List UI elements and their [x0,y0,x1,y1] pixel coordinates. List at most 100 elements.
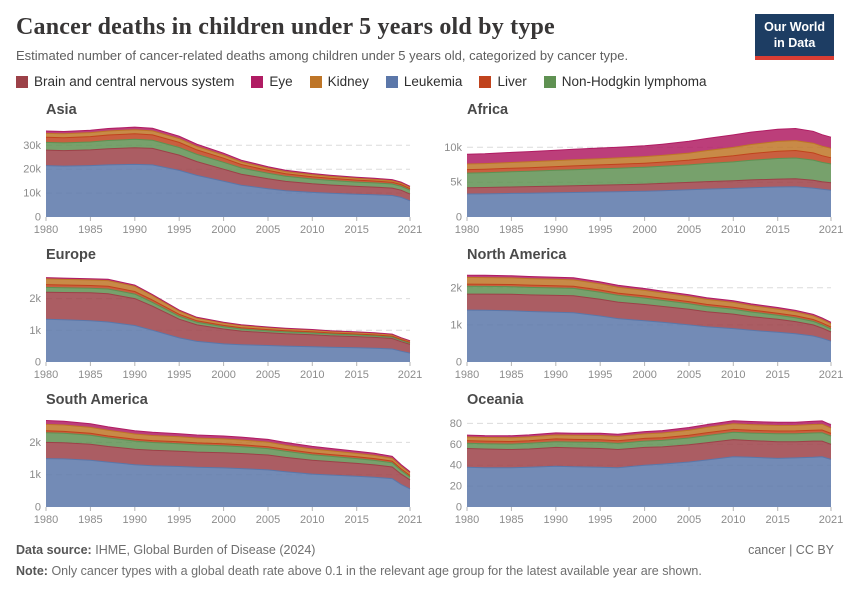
legend-item-liver: Liver [479,74,527,89]
svg-text:1980: 1980 [34,369,58,381]
svg-text:1985: 1985 [499,224,523,236]
page-subtitle: Estimated number of cancer-related death… [16,48,629,63]
legend-swatch-leukemia [385,75,398,88]
svg-text:2005: 2005 [256,369,280,381]
svg-text:1995: 1995 [588,369,612,381]
note-label: Note: [16,564,48,579]
svg-text:1985: 1985 [78,224,102,236]
svg-text:1985: 1985 [499,514,523,526]
area-chart-south-america: 1980 1985 1990 1995 2000 2005 2010 2015 2021 0 1k 2… [16,409,422,529]
panel-africa: Africa 1980 1985 1990 1995 2000 2005 2010 2015 2… [437,97,843,242]
legend-item-eye: Eye [251,74,293,89]
svg-text:1995: 1995 [167,514,191,526]
chart-title-asia: Asia [46,102,77,118]
svg-text:2000: 2000 [211,514,235,526]
owid-logo[interactable]: Our World in Data [755,14,834,61]
page-title: Cancer deaths in children under 5 years … [16,14,555,40]
svg-text:2010: 2010 [721,369,745,381]
license-text[interactable]: cancer | CC BY [748,543,834,557]
svg-text:2005: 2005 [256,224,280,236]
svg-text:2k: 2k [29,293,41,305]
legend-swatch-eye [251,75,264,88]
svg-text:2005: 2005 [256,514,280,526]
svg-text:2021: 2021 [398,514,422,526]
chart-title-europe: Europe [46,247,96,263]
svg-text:1985: 1985 [78,514,102,526]
legend: Brain and central nervous system Eye Kid… [16,74,834,89]
svg-text:2021: 2021 [819,369,843,381]
panel-north-america: North America 1980 1985 1990 1995 2000 2005 20… [437,242,843,387]
svg-text:5k: 5k [450,177,462,189]
svg-text:1990: 1990 [544,224,568,236]
svg-text:2010: 2010 [721,514,745,526]
svg-text:2021: 2021 [398,224,422,236]
svg-text:2015: 2015 [344,514,368,526]
svg-text:0: 0 [35,212,41,224]
svg-text:1995: 1995 [167,369,191,381]
svg-text:2000: 2000 [632,224,656,236]
svg-text:2005: 2005 [677,514,701,526]
svg-text:2015: 2015 [765,514,789,526]
legend-label-liver: Liver [497,74,527,89]
svg-text:1990: 1990 [123,514,147,526]
svg-text:1990: 1990 [544,514,568,526]
footer-source-row: Data source: IHME, Global Burden of Dise… [16,540,834,561]
svg-text:2015: 2015 [765,224,789,236]
svg-text:2021: 2021 [819,224,843,236]
data-source-text: IHME, Global Burden of Disease (2024) [95,543,316,557]
svg-text:20k: 20k [23,164,41,176]
svg-text:20: 20 [450,481,462,493]
svg-text:0: 0 [456,357,462,369]
legend-item-nhl: Non-Hodgkin lymphoma [543,74,707,89]
svg-text:1k: 1k [29,469,41,481]
svg-text:2000: 2000 [211,224,235,236]
svg-text:1980: 1980 [455,369,479,381]
svg-text:1k: 1k [450,319,462,331]
svg-text:0: 0 [35,502,41,514]
svg-text:60: 60 [450,439,462,451]
svg-text:1980: 1980 [455,224,479,236]
panel-south-america: South America 1980 1985 1990 1995 2000 2005 20… [16,387,422,532]
svg-text:1k: 1k [29,325,41,337]
panel-asia: Asia 1980 1985 1990 1995 2000 2005 2010 2015 202… [16,97,422,242]
svg-text:10k: 10k [23,188,41,200]
svg-text:0: 0 [456,502,462,514]
svg-text:1995: 1995 [588,224,612,236]
legend-swatch-liver [479,75,492,88]
panel-oceania: Oceania 1980 1985 1990 1995 2000 2005 2010 2015… [437,387,843,532]
owid-logo-line2: in Data [773,35,816,50]
data-source-label: Data source: [16,543,92,557]
svg-text:40: 40 [450,460,462,472]
chart-title-south-america: South America [46,392,148,408]
footer-note-row: Note: Only cancer types with a global de… [16,561,834,582]
svg-text:1980: 1980 [34,514,58,526]
svg-text:1995: 1995 [167,224,191,236]
svg-text:2000: 2000 [632,369,656,381]
svg-text:2k: 2k [29,437,41,449]
svg-text:2000: 2000 [632,514,656,526]
legend-item-leukemia: Leukemia [385,74,463,89]
svg-text:1990: 1990 [544,369,568,381]
legend-swatch-nhl [543,75,556,88]
svg-text:2015: 2015 [344,369,368,381]
header-text: Cancer deaths in children under 5 years … [16,12,628,74]
legend-label-nhl: Non-Hodgkin lymphoma [561,74,707,89]
owid-logo-line1: Our World [764,20,825,34]
svg-text:2015: 2015 [344,224,368,236]
legend-item-brain: Brain and central nervous system [16,74,234,89]
svg-text:1980: 1980 [455,514,479,526]
chart-title-north-america: North America [467,247,567,263]
chart-title-oceania: Oceania [467,392,524,408]
area-chart-africa: 1980 1985 1990 1995 2000 2005 2010 2015 2021 0 5k 1… [437,119,843,239]
legend-label-leukemia: Leukemia [403,74,463,89]
legend-label-brain: Brain and central nervous system [34,74,235,89]
note-text: Only cancer types with a global death ra… [51,564,702,579]
area-chart-asia: 1980 1985 1990 1995 2000 2005 2010 2015 2021 0 10k… [16,119,422,239]
svg-text:2015: 2015 [765,369,789,381]
svg-text:2000: 2000 [211,369,235,381]
svg-text:2005: 2005 [677,369,701,381]
footer: Data source: IHME, Global Burden of Dise… [16,540,834,583]
svg-text:2010: 2010 [721,224,745,236]
svg-text:1980: 1980 [34,224,58,236]
